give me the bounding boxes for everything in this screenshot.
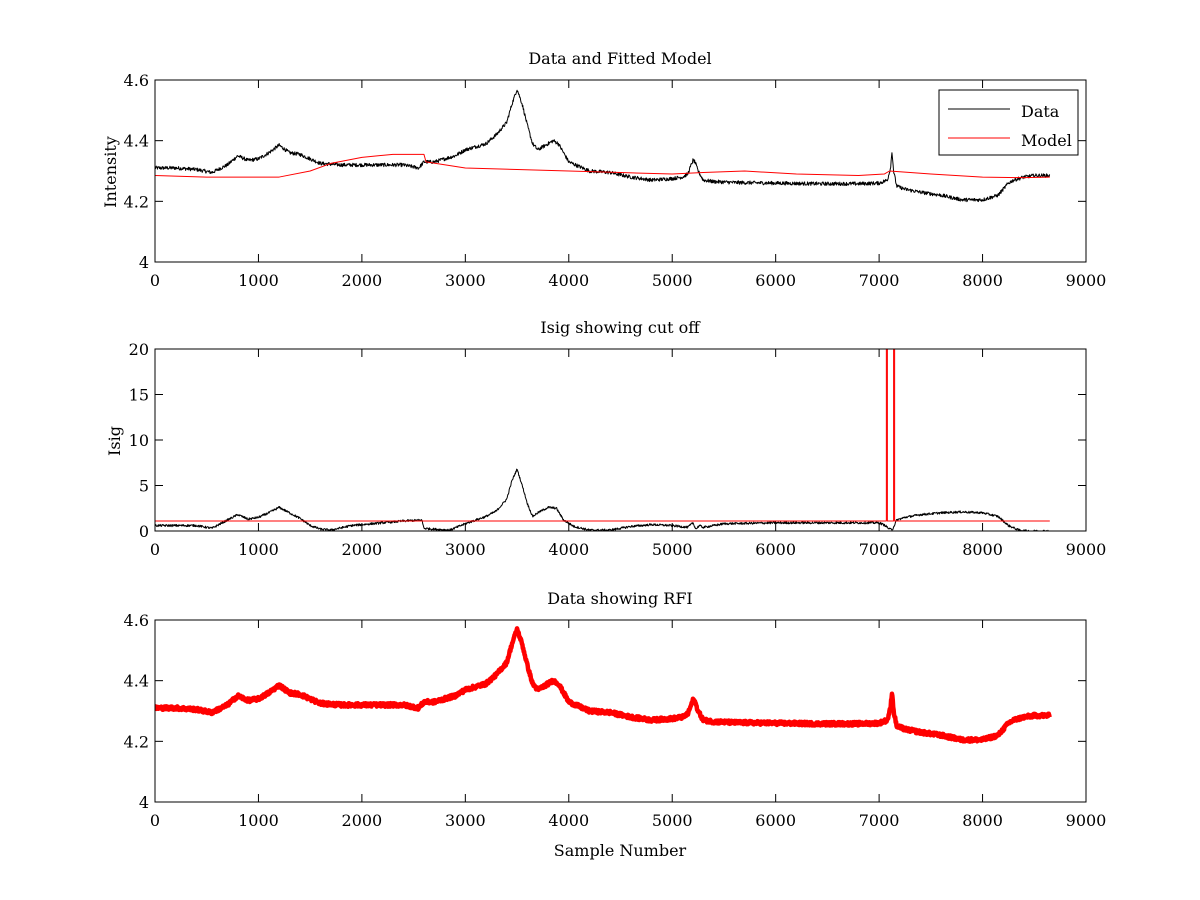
x-tick-label: 4000: [548, 540, 589, 559]
panel2-plot: 0 1000 2000 3000 4000 5000 6000 7000 8000 9000 0 5 1…: [129, 340, 1107, 559]
x-tick-label: 7000: [859, 540, 900, 559]
x-tick-label: 8000: [962, 540, 1003, 559]
x-tick-label: 3000: [445, 271, 486, 290]
y-tick-label: 4.2: [124, 192, 149, 211]
panel1-series-data: [155, 89, 1051, 203]
y-tick-label: 10: [129, 431, 149, 450]
x-tick-label: 5000: [652, 540, 693, 559]
panel3-axes-box: [154, 619, 1087, 803]
y-tick-label: 5: [139, 477, 149, 496]
panel1-ylabel: Intensity: [101, 136, 120, 208]
y-tick-label: 15: [129, 386, 149, 405]
x-tick-label: 9000: [1066, 540, 1107, 559]
panel3-series-line-1: [155, 626, 1052, 744]
legend-label-data: Data: [1021, 102, 1060, 121]
x-tick-label: 3000: [445, 811, 486, 830]
y-tick-label: 4.6: [124, 71, 149, 90]
panel3-title: Data showing RFI: [547, 589, 692, 608]
x-tick-label: 4000: [548, 271, 589, 290]
y-tick-label: 4.4: [124, 672, 149, 691]
x-tick-label: 8000: [962, 271, 1003, 290]
panel1-axes-box: [154, 79, 1087, 263]
x-tick-label: 0: [150, 271, 160, 290]
panel2-series-line-2: [155, 349, 1050, 522]
x-tick-label: 6000: [755, 271, 796, 290]
y-tick-label: 0: [139, 522, 149, 541]
x-tick-label: 2000: [342, 540, 383, 559]
x-tick-label: 7000: [859, 811, 900, 830]
y-tick-label: 4.2: [124, 732, 149, 751]
y-tick-label: 4: [139, 793, 149, 812]
legend: Data Model: [938, 89, 1079, 156]
legend-box: [938, 89, 1079, 156]
x-tick-label: 6000: [755, 811, 796, 830]
panel1-series-model: [155, 153, 1050, 179]
panel3-xlabel: Sample Number: [554, 841, 687, 860]
x-tick-label: 4000: [548, 811, 589, 830]
panel3-plot: 0 1000 2000 3000 4000 5000 6000 7000 8000 9000 4 4.…: [124, 611, 1107, 830]
x-tick-label: 0: [150, 811, 160, 830]
x-tick-label: 1000: [238, 271, 279, 290]
y-tick-label: 4.6: [124, 611, 149, 630]
x-tick-label: 7000: [859, 271, 900, 290]
panel2-title: Isig showing cut off: [540, 318, 701, 337]
panel-isig: Isig showing cut off Isig 0 1000 2000 3000 4…: [105, 318, 1106, 559]
panel-data-model: Data and Fitted Model Intensity 0 1000 200…: [101, 49, 1106, 290]
panel-data-rfi: Data showing RFI Sample Number 0 1000 2000…: [124, 589, 1107, 860]
x-tick-label: 5000: [652, 271, 693, 290]
x-tick-label: 1000: [238, 811, 279, 830]
legend-label-model: Model: [1021, 131, 1072, 150]
x-tick-label: 1000: [238, 540, 279, 559]
x-tick-label: 2000: [342, 271, 383, 290]
x-tick-label: 8000: [962, 811, 1003, 830]
x-tick-label: 3000: [445, 540, 486, 559]
x-tick-label: 9000: [1066, 271, 1107, 290]
x-tick-label: 2000: [342, 811, 383, 830]
x-tick-label: 6000: [755, 540, 796, 559]
y-tick-label: 20: [129, 340, 149, 359]
panel1-title: Data and Fitted Model: [528, 49, 711, 68]
x-tick-label: 0: [150, 540, 160, 559]
x-tick-label: 9000: [1066, 811, 1107, 830]
x-tick-label: 5000: [652, 811, 693, 830]
panel2-ylabel: Isig: [105, 426, 124, 456]
panel1-plot: 0 1000 2000 3000 4000 5000 6000 7000 8000 9000 4 4.…: [124, 71, 1107, 290]
y-tick-label: 4: [139, 253, 149, 272]
y-tick-label: 4.4: [124, 132, 149, 151]
